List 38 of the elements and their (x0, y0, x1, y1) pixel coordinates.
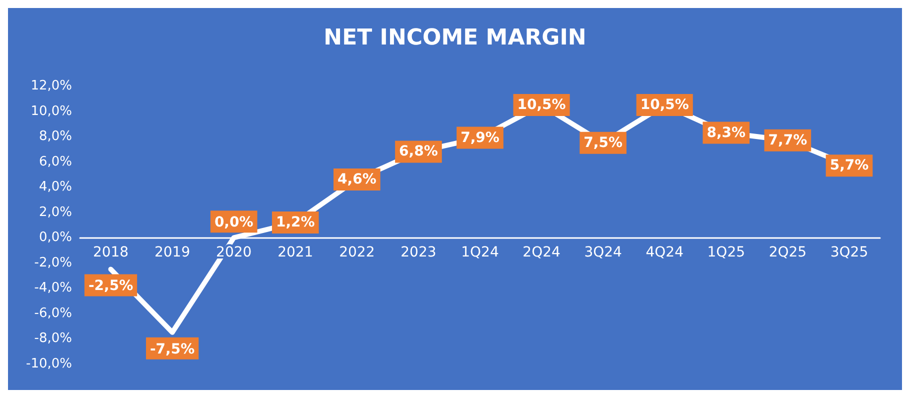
data-label: 7,9% (460, 130, 500, 146)
y-tick-label: 12,0% (30, 78, 72, 94)
x-tick-label: 1Q25 (707, 244, 746, 261)
y-tick-label: -4,0% (34, 280, 72, 296)
x-tick-label: 2018 (92, 244, 129, 261)
data-label: -2,5% (88, 278, 134, 294)
x-tick-label: 2023 (400, 244, 436, 261)
data-label: 1,2% (276, 214, 315, 230)
x-tick-label: 2022 (339, 244, 375, 261)
y-tick-label: 4,0% (38, 180, 72, 195)
x-tick-label: 2Q25 (768, 244, 807, 261)
x-tick-label: 2Q24 (522, 244, 560, 261)
x-tick-label: 2021 (278, 244, 314, 261)
data-label: 0,0% (214, 214, 254, 231)
x-tick-label: 2019 (154, 244, 190, 261)
data-label: 7,5% (584, 134, 622, 151)
data-label: 5,7% (830, 158, 869, 174)
y-tick-label: 6,0% (38, 154, 72, 170)
data-label: 6,8% (399, 144, 438, 160)
x-tick-label: 1Q24 (461, 244, 499, 261)
data-label: 7,7% (768, 132, 808, 148)
data-label: 10,5% (640, 96, 689, 113)
chart-title: NET INCOME MARGIN (324, 26, 586, 50)
y-tick-label: -2,0% (34, 255, 72, 270)
x-tick-label: 4Q24 (646, 244, 684, 261)
data-label: 8,3% (706, 124, 746, 141)
y-tick-label: -8,0% (34, 331, 72, 346)
x-tick-label: 3Q25 (830, 244, 868, 261)
y-tick-label: 10,0% (30, 104, 72, 119)
data-label: -7,5% (150, 341, 195, 358)
data-label: 4,6% (338, 172, 376, 188)
y-tick-label: -6,0% (34, 306, 72, 321)
y-tick-label: 0,0% (38, 230, 72, 246)
y-tick-label: 8,0% (38, 129, 72, 144)
y-tick-label: 2,0% (38, 204, 72, 220)
data-label: 10,5% (517, 96, 566, 113)
x-tick-label: 3Q24 (584, 244, 622, 261)
y-tick-label: -10,0% (26, 356, 72, 372)
